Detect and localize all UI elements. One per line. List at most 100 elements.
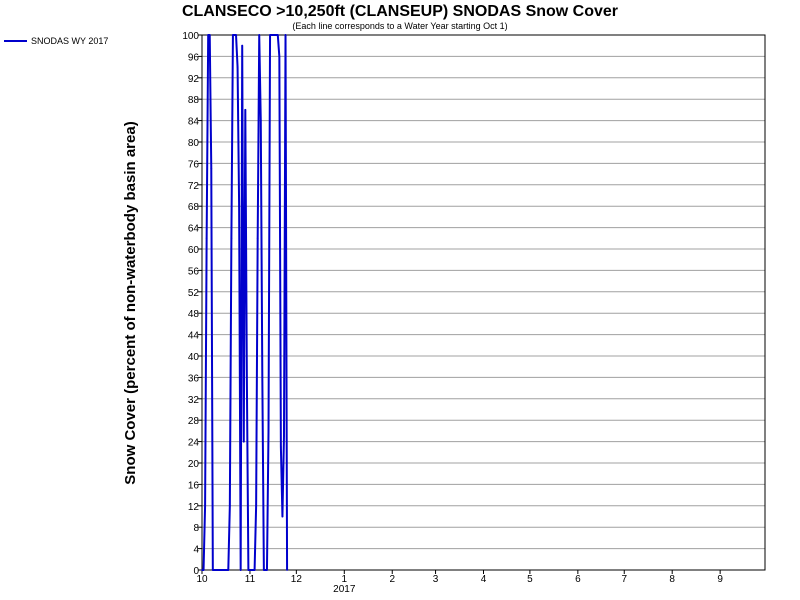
data-point [255, 504, 258, 507]
data-point [205, 237, 208, 240]
y-tick-label: 12 [188, 502, 200, 513]
data-point [249, 569, 251, 571]
data-point [247, 569, 250, 571]
x-tick-label: 9 [717, 574, 723, 585]
data-point [232, 34, 234, 36]
y-tick-label: 92 [188, 74, 200, 85]
data-point [250, 569, 253, 571]
y-tick-label: 76 [188, 159, 200, 170]
data-point [216, 569, 219, 571]
x-tick-label: 5 [527, 574, 533, 585]
data-point [275, 34, 278, 36]
data-point [256, 237, 259, 240]
y-tick-label: 72 [188, 181, 200, 192]
data-point [219, 569, 222, 571]
data-point [283, 435, 285, 438]
data-point [207, 34, 210, 36]
data-point [245, 376, 248, 379]
data-point [211, 569, 214, 571]
data-point [258, 34, 261, 36]
data-point [218, 569, 220, 571]
y-tick-label: 48 [188, 309, 200, 320]
y-tick-label: 36 [188, 373, 200, 384]
data-point [273, 34, 276, 36]
y-axis-ticks: 0481216202428323640444852566064687276808… [182, 31, 202, 577]
data-point [242, 440, 245, 443]
data-point [286, 569, 288, 571]
x-tick-label: 11 [245, 574, 256, 585]
data-point [238, 205, 241, 208]
y-tick-label: 24 [188, 438, 200, 449]
data-point [227, 569, 230, 571]
x-tick-label: 3 [433, 574, 439, 585]
y-tick-label: 96 [188, 52, 200, 63]
x-tick-label: 7 [621, 574, 627, 585]
data-point [259, 119, 262, 122]
y-tick-label: 64 [188, 224, 200, 235]
data-point [278, 55, 281, 58]
data-point [264, 569, 267, 571]
x-tick-label: 1 [342, 574, 348, 585]
chart-title: CLANSECO >10,250ft (CLANSEUP) SNODAS Sno… [182, 3, 618, 20]
y-tick-label: 32 [188, 395, 200, 406]
data-point [270, 34, 273, 36]
x-tick-label: 10 [196, 574, 208, 585]
y-tick-label: 28 [188, 416, 200, 427]
data-point [279, 446, 282, 448]
data-point [261, 376, 264, 379]
data-point [204, 504, 206, 507]
data-point [221, 569, 224, 571]
y-tick-label: 40 [188, 352, 200, 363]
y-tick-label: 60 [188, 245, 200, 256]
y-tick-label: 100 [182, 31, 199, 42]
data-point [262, 569, 265, 571]
gridlines [202, 34, 765, 571]
data-point [239, 569, 242, 571]
y-tick-label: 80 [188, 138, 200, 149]
data-point [244, 109, 247, 111]
x-tick-label: 8 [669, 574, 675, 585]
x-tick-label: 12 [291, 574, 303, 585]
data-point [235, 34, 237, 36]
y-axis-label: Snow Cover (percent of non-waterbody bas… [122, 121, 139, 484]
legend: SNODAS WY 2017 [4, 36, 108, 46]
data-point [215, 569, 217, 571]
y-tick-label: 16 [188, 480, 200, 491]
x-tick-label: 2 [389, 574, 395, 585]
y-tick-label: 56 [188, 266, 200, 277]
x-tick-label: 4 [481, 574, 487, 585]
y-tick-label: 8 [193, 523, 199, 534]
data-point [252, 569, 254, 571]
y-tick-label: 4 [193, 545, 199, 556]
y-tick-label: 84 [188, 117, 200, 128]
data-point [272, 34, 275, 36]
data-point [208, 34, 211, 36]
y-tick-label: 0 [193, 566, 199, 577]
series-lines [201, 34, 289, 571]
data-point [230, 237, 233, 240]
data-point [213, 569, 216, 571]
legend-label: SNODAS WY 2017 [31, 36, 108, 46]
data-point [284, 34, 287, 36]
data-point [236, 66, 239, 68]
data-point [225, 569, 228, 571]
x-year-label: 2017 [333, 584, 356, 595]
data-point [253, 569, 256, 571]
y-tick-label: 52 [188, 288, 200, 299]
chart-subtitle: (Each line corresponds to a Water Year s… [292, 21, 507, 31]
data-point [269, 34, 271, 36]
y-tick-label: 88 [188, 95, 200, 106]
data-point [233, 34, 236, 36]
data-point [266, 569, 268, 571]
data-point [202, 569, 205, 571]
data-point [224, 569, 227, 571]
data-point [201, 569, 203, 571]
y-tick-label: 44 [188, 331, 200, 342]
y-tick-label: 68 [188, 202, 200, 213]
data-point [241, 44, 244, 47]
data-point [276, 34, 279, 36]
data-point [281, 515, 284, 518]
